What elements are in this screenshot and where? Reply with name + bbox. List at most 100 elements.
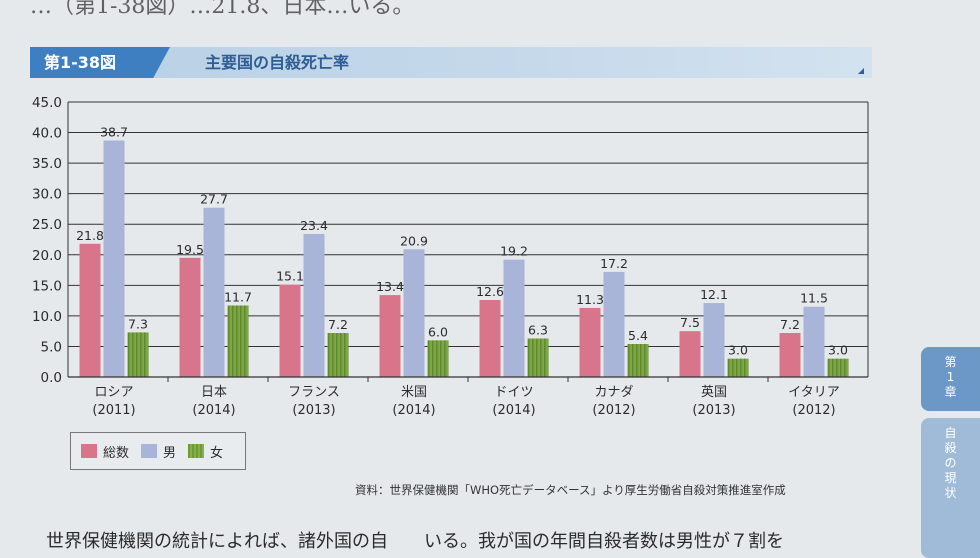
x-category-label: 米国 [401,385,427,400]
bar-female [527,338,549,377]
bar-male [303,234,325,377]
data-label-male: 27.7 [200,192,228,207]
tab-chapter-char: 章 [944,385,957,399]
tab-section[interactable]: 自 殺 の 現 状 [921,418,980,558]
data-label-total: 19.5 [176,242,204,257]
bar-total [279,284,301,377]
tab-chapter-1[interactable]: 第 1 章 [921,347,980,411]
data-label-total: 7.2 [780,317,800,332]
tab-section-char: 状 [944,486,957,500]
tab-section-char: 殺 [944,441,957,455]
tab-section-char: 自 [944,426,957,440]
y-tick-label: 30.0 [32,187,62,203]
data-label-male: 38.7 [100,125,128,140]
y-tick-label: 35.0 [32,156,62,172]
y-tick-label: 25.0 [32,217,62,233]
legend-swatch-total [81,444,97,458]
data-label-male: 11.5 [800,291,828,306]
data-label-male: 19.2 [500,244,528,259]
bar-total [79,243,101,377]
x-year-label: (2014) [192,403,235,418]
chart-legend: 総数 男 女 [70,432,246,470]
corner-marker-icon [858,68,864,74]
x-year-label: (2011) [92,403,135,418]
x-category-label: イタリア [788,385,839,400]
bar-female [827,358,849,377]
bar-male [803,306,825,377]
x-category-label: ドイツ [494,385,533,400]
y-tick-label: 15.0 [32,278,62,294]
bar-total [379,295,401,377]
data-label-female: 6.0 [428,324,448,339]
data-label-total: 11.3 [576,292,604,307]
bar-total [179,257,201,377]
y-tick-label: 20.0 [32,248,62,264]
y-tick-label: 5.0 [41,339,62,355]
x-year-label: (2013) [692,403,735,418]
data-label-female: 6.3 [528,323,548,338]
bar-female [327,333,349,377]
data-label-total: 7.5 [680,315,700,330]
tab-section-char: の [944,456,957,470]
page-text-bottom: 世界保健機関の統計によれば、諸外国の自 いる。我が国の年間自殺者数は男性が７割を [46,531,784,552]
data-label-female: 5.4 [628,328,648,343]
data-label-total: 15.1 [276,269,304,284]
legend-item-total: 総数 [81,442,129,461]
y-tick-label: 0.0 [41,370,62,386]
bar-male [503,259,525,377]
x-year-label: (2014) [392,403,435,418]
bar-male [103,140,125,377]
bar-female [427,340,449,377]
legend-item-female: 女 [188,442,223,461]
bar-female [227,305,249,377]
data-label-female: 7.3 [128,316,148,331]
bar-male [203,207,225,377]
data-label-total: 13.4 [376,279,404,294]
legend-label-female: 女 [210,445,224,461]
tab-chapter-char: 第 [944,355,957,369]
y-tick-label: 10.0 [32,309,62,325]
bar-total [679,331,701,377]
legend-swatch-male [141,444,158,458]
x-year-label: (2012) [592,403,635,418]
tab-chapter-char: 1 [946,370,955,384]
data-label-female: 11.7 [224,290,252,305]
bar-total [479,300,501,377]
x-category-label: 英国 [701,385,727,400]
data-label-male: 12.1 [700,287,728,302]
figure-header: 第1-38図 主要国の自殺死亡率 [30,47,872,78]
legend-swatch-female [188,444,205,458]
x-category-label: ロシア [94,385,133,400]
data-label-male: 17.2 [600,256,628,271]
data-label-female: 3.0 [728,343,748,358]
legend-label-total: 総数 [103,445,130,461]
y-tick-label: 45.0 [32,95,62,111]
x-category-label: 日本 [201,385,227,400]
page-text-top: …（第1-38図）…21.8、日本…いる。 [30,0,415,19]
bar-female [727,358,749,377]
bar-total [779,333,801,377]
y-tick-label: 40.0 [32,126,62,142]
x-category-label: カナダ [594,385,633,400]
data-label-male: 23.4 [300,218,328,233]
x-year-label: (2012) [792,403,835,418]
legend-label-male: 男 [163,445,177,461]
bar-total [579,307,601,377]
data-label-total: 21.8 [76,228,104,243]
data-label-total: 12.6 [476,284,504,299]
figure-title: 主要国の自殺死亡率 [205,53,350,72]
bar-male [703,303,725,377]
x-year-label: (2013) [292,403,335,418]
bar-female [127,332,149,377]
legend-item-male: 男 [141,442,176,461]
x-category-label: フランス [288,385,340,400]
data-label-male: 20.9 [400,233,428,248]
x-year-label: (2014) [492,403,535,418]
bar-male [403,249,425,377]
tab-section-char: 現 [944,471,957,485]
data-label-female: 3.0 [828,343,848,358]
data-label-female: 7.2 [328,317,348,332]
bar-male [603,271,625,377]
figure-source: 資料：世界保健機関「WHO死亡データベース」より厚生労働省自殺対策推進室作成 [355,483,786,497]
